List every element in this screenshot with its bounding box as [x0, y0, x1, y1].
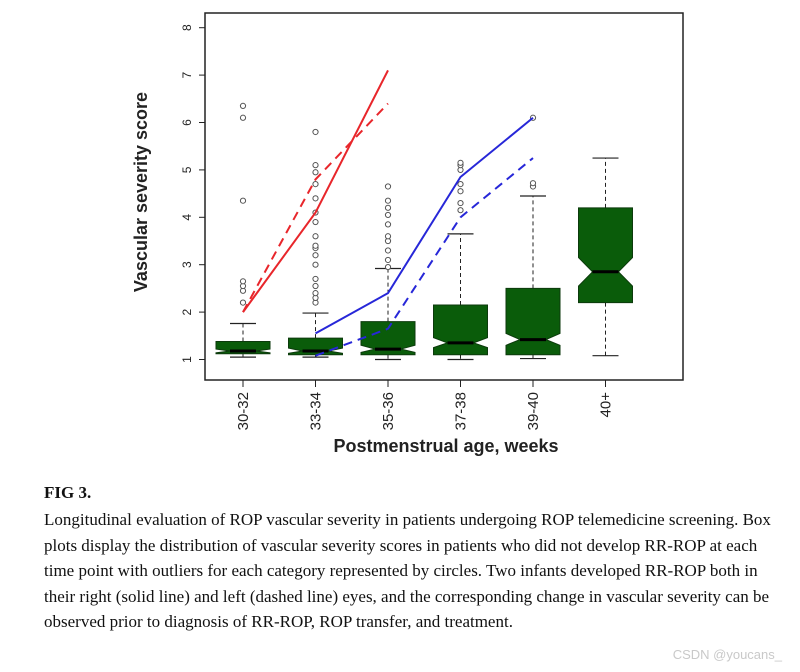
- outlier-point: [239, 102, 247, 110]
- x-tick-label: 35-36: [380, 392, 397, 430]
- outlier-point: [312, 233, 319, 240]
- x-axis: 30-32 33-34 35-36 37-38 39-40 40+: [235, 379, 615, 430]
- y-tick-label: 5: [180, 166, 194, 173]
- box-body: [578, 207, 633, 304]
- box-body: [215, 340, 271, 355]
- box-plot: [360, 267, 416, 361]
- outlier-point: [312, 218, 319, 226]
- outlier-point: [239, 114, 247, 121]
- outlier-point: [312, 162, 319, 169]
- left-eye-line: [315, 157, 534, 357]
- outlier-point: [457, 181, 464, 188]
- outlier-point: [529, 180, 537, 187]
- y-tick-label: 3: [180, 261, 194, 268]
- figure-caption: FIG 3. Longitudinal evaluation of ROP va…: [44, 481, 774, 635]
- y-tick-label: 8: [180, 24, 194, 31]
- box-plots: [215, 157, 633, 361]
- caption-text: Longitudinal evaluation of ROP vascular …: [44, 510, 771, 631]
- outlier-point: [384, 211, 392, 219]
- watermark: CSDN @youcans_: [672, 647, 782, 662]
- outlier-point: [384, 247, 392, 254]
- box-body: [288, 337, 343, 356]
- y-tick-label: 2: [180, 308, 194, 315]
- box-plot: [505, 195, 561, 360]
- outlier-point: [312, 242, 319, 249]
- outlier-point: [384, 204, 392, 211]
- outlier-point: [239, 197, 247, 204]
- chart-figure: 1 2 3 4 5 6 7 8 30-32 33-34 35-36 37-38 39-40 40+ Va…: [131, 12, 684, 456]
- outlier-point: [457, 159, 464, 166]
- x-tick-label: 39-40: [525, 392, 542, 430]
- outlier-point: [384, 233, 392, 240]
- box-body: [360, 321, 416, 356]
- y-tick-label: 7: [180, 71, 194, 78]
- outlier-point: [384, 197, 392, 204]
- y-tick-label: 4: [180, 214, 194, 221]
- x-tick-label: 37-38: [453, 392, 470, 430]
- x-tick-label: 33-34: [308, 392, 325, 430]
- outlier-point: [384, 183, 392, 190]
- outlier-point: [312, 282, 319, 290]
- y-axis: 1 2 3 4 5 6 7 8: [180, 24, 206, 363]
- right-eye-line: [242, 69, 389, 313]
- x-axis-title: Postmenstrual age, weeks: [333, 436, 558, 456]
- box-plot: [288, 312, 343, 358]
- outlier-point: [384, 256, 392, 264]
- outlier-point: [384, 221, 392, 228]
- outlier-point: [312, 290, 319, 297]
- y-axis-title: Vascular severity score: [131, 92, 151, 292]
- outlier-points: [239, 102, 537, 306]
- box-body: [505, 287, 561, 356]
- outlier-point: [312, 128, 319, 136]
- outlier-point: [457, 188, 464, 195]
- y-tick-label: 1: [180, 356, 194, 363]
- x-tick-label: 40+: [598, 392, 615, 418]
- box-plot: [215, 322, 271, 358]
- patient-lines: [242, 69, 534, 357]
- outlier-point: [312, 169, 319, 176]
- box-plot: [578, 157, 633, 357]
- outlier-point: [312, 261, 319, 268]
- outlier-point: [312, 252, 319, 259]
- outlier-point: [239, 278, 247, 285]
- figure-label: FIG 3.: [44, 483, 92, 502]
- outlier-point: [384, 263, 392, 271]
- left-eye-line: [242, 102, 389, 313]
- outlier-point: [312, 195, 319, 202]
- outlier-point: [239, 299, 247, 306]
- outlier-point: [312, 181, 319, 188]
- y-tick-label: 6: [180, 119, 194, 126]
- outlier-point: [457, 207, 464, 214]
- box-plot: [433, 233, 488, 361]
- x-tick-label: 30-32: [235, 392, 252, 430]
- outlier-point: [457, 199, 464, 207]
- box-body: [433, 304, 488, 356]
- right-eye-line: [315, 116, 534, 335]
- outlier-point: [312, 275, 319, 283]
